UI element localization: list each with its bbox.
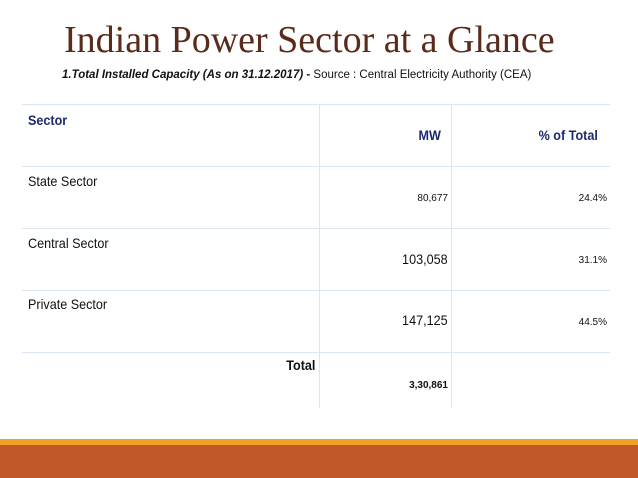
table-row-sector: State Sector xyxy=(28,173,98,189)
table-rule xyxy=(22,290,610,291)
total-mw: 3,30,861 xyxy=(409,380,448,391)
table-rule xyxy=(319,104,320,408)
table-row-mw: 103,058 xyxy=(402,251,448,267)
subtitle-source: Source : Central Electricity Authority (… xyxy=(310,69,532,81)
table-rule xyxy=(22,166,610,167)
table-row-mw: 80,677 xyxy=(417,193,448,204)
table-rule xyxy=(451,104,452,408)
total-label: Total xyxy=(285,357,315,373)
footer-band xyxy=(0,445,638,478)
footer-accent-stripe xyxy=(0,439,638,445)
header-mw: MW xyxy=(418,127,441,143)
table-rule xyxy=(22,228,610,229)
header-sector: Sector xyxy=(28,112,68,128)
header-percent: % of Total xyxy=(538,127,598,143)
table-row-percent: 44.5% xyxy=(578,317,607,328)
slide-title: Indian Power Sector at a Glance xyxy=(64,19,555,61)
slide-subtitle: 1.Total Installed Capacity (As on 31.12.… xyxy=(62,69,531,81)
capacity-table: Sector MW % of Total State Sector 80,677… xyxy=(22,104,610,408)
table-row-sector: Private Sector xyxy=(28,296,108,312)
table-row-percent: 24.4% xyxy=(578,193,607,204)
table-row-mw: 147,125 xyxy=(402,312,448,328)
table-row-sector: Central Sector xyxy=(28,235,109,251)
table-rule xyxy=(22,352,610,353)
table-row-percent: 31.1% xyxy=(578,255,607,266)
table-rule xyxy=(22,104,610,105)
subtitle-emphasis: 1.Total Installed Capacity (As on 31.12.… xyxy=(62,69,311,81)
